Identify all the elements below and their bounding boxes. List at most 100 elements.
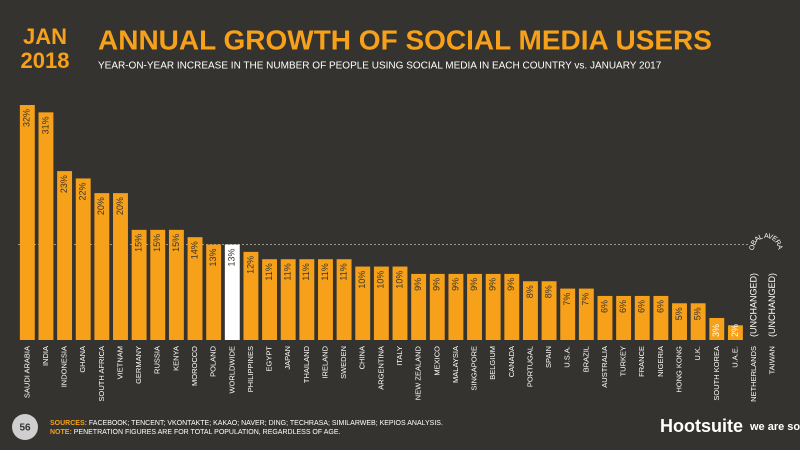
x-tick-label: HONG KONG (674, 346, 683, 393)
x-tick-label: GHANA (78, 346, 87, 373)
x-tick-label: NEW ZEALAND (414, 345, 423, 400)
x-tick-label: BRAZIL (581, 346, 590, 372)
x-tick-label: JAPAN (283, 346, 292, 370)
value-label: (UNCHANGED) (767, 273, 777, 337)
bar (187, 237, 203, 340)
brand-hootsuite: Hootsuite (660, 416, 743, 436)
x-tick-label: FRANCE (637, 346, 646, 377)
value-label: 15% (152, 234, 162, 252)
bar (224, 244, 240, 340)
bar (522, 281, 538, 340)
x-tick-label: TAIWAN (768, 346, 777, 374)
x-tick-label: TURKEY (619, 346, 628, 376)
bar (448, 273, 464, 340)
bar (467, 273, 482, 340)
bar (485, 273, 501, 340)
value-label: 20% (96, 197, 106, 215)
bar (392, 266, 408, 340)
value-label: 9% (469, 278, 479, 291)
value-label: 15% (171, 234, 181, 252)
bar (150, 229, 166, 340)
x-tick-label: KENYA (171, 346, 180, 371)
value-label: 15% (133, 234, 143, 252)
sources-label: SOURCES: (50, 420, 87, 427)
x-tick-label: GERMANY (134, 346, 143, 384)
chart-subtitle: YEAR-ON-YEAR INCREASE IN THE NUMBER OF P… (98, 61, 662, 72)
bar (262, 259, 278, 340)
value-label: 9% (450, 278, 460, 291)
value-label: 7% (581, 293, 591, 306)
x-tick-label: CANADA (507, 346, 516, 377)
x-tick-label: SWEDEN (339, 346, 348, 379)
value-label: 9% (432, 278, 442, 291)
x-tick-label: SOUTH KOREA (712, 346, 721, 401)
x-tick-label: INDONESIA (60, 346, 69, 387)
x-tick-label: POLAND (209, 345, 218, 376)
value-label: 11% (338, 263, 348, 280)
bar (243, 251, 259, 340)
value-label: 3% (711, 324, 721, 337)
header-month: JAN (23, 24, 67, 49)
x-tick-label: RUSSIA (153, 346, 162, 374)
x-tick-label: NIGERIA (656, 346, 665, 377)
value-label: 9% (506, 278, 516, 291)
bar (560, 288, 576, 340)
note-text: PENETRATION FIGURES ARE FOR TOTAL POPULA… (74, 429, 341, 436)
bar (429, 273, 445, 340)
value-label: 11% (320, 263, 330, 280)
bar (19, 105, 35, 340)
chart-title: ANNUAL GROWTH OF SOCIAL MEDIA USERS (98, 24, 712, 55)
page-number: 56 (19, 423, 31, 434)
value-label: 13% (227, 249, 237, 267)
x-tick-label: SPAIN (544, 346, 553, 368)
bar (578, 288, 594, 340)
bar (653, 295, 669, 340)
x-tick-label: INDIA (41, 346, 50, 366)
bar (504, 273, 520, 340)
x-tick-label: PHILIPPINES (246, 346, 255, 392)
bar (672, 303, 687, 340)
x-tick-label: ITALY (395, 346, 404, 366)
value-label: 10% (376, 271, 386, 289)
value-label: 6% (618, 300, 628, 313)
sources-text: FACEBOOK; TENCENT; VKONTAKTE; KAKAO; NAV… (89, 420, 443, 427)
bar (38, 112, 54, 340)
value-label: 8% (543, 285, 553, 298)
value-label: 20% (115, 197, 125, 215)
x-tick-label: U.K. (693, 346, 702, 361)
value-label: 5% (674, 307, 684, 320)
x-tick-label: PORTUGAL (525, 346, 534, 387)
value-label: 6% (637, 300, 647, 313)
value-label: 31% (40, 116, 50, 134)
x-tick-label: EGYPT (265, 346, 274, 372)
value-label: 14% (189, 241, 199, 259)
x-tick-label: NETHERLANDS (749, 346, 758, 402)
x-tick-label: U.A.E. (730, 346, 739, 368)
header-year: 2018 (21, 48, 70, 73)
bar (541, 281, 557, 340)
value-label: 11% (301, 263, 311, 280)
value-label: 6% (655, 300, 665, 313)
value-label: 13% (208, 249, 218, 267)
bar (690, 303, 706, 340)
value-label: 2% (730, 324, 740, 337)
note-label: NOTE: (50, 429, 72, 436)
bar (373, 266, 389, 340)
x-tick-label: IRELAND (320, 345, 329, 378)
x-tick-label: BELGIUM (488, 346, 497, 380)
bar (299, 259, 315, 340)
value-label: 22% (78, 182, 88, 200)
bar (206, 244, 222, 340)
bar (336, 259, 352, 340)
x-tick-label: MOROCCO (190, 346, 199, 386)
x-tick-label: VIETNAM (115, 346, 124, 379)
bar (75, 178, 91, 340)
value-label: 8% (525, 285, 535, 298)
value-label: 5% (693, 307, 703, 320)
value-label: 10% (394, 271, 404, 289)
x-tick-label: SINGAPORE (470, 346, 479, 391)
bar (597, 295, 613, 340)
value-label: 9% (413, 278, 423, 291)
bar (709, 317, 725, 340)
